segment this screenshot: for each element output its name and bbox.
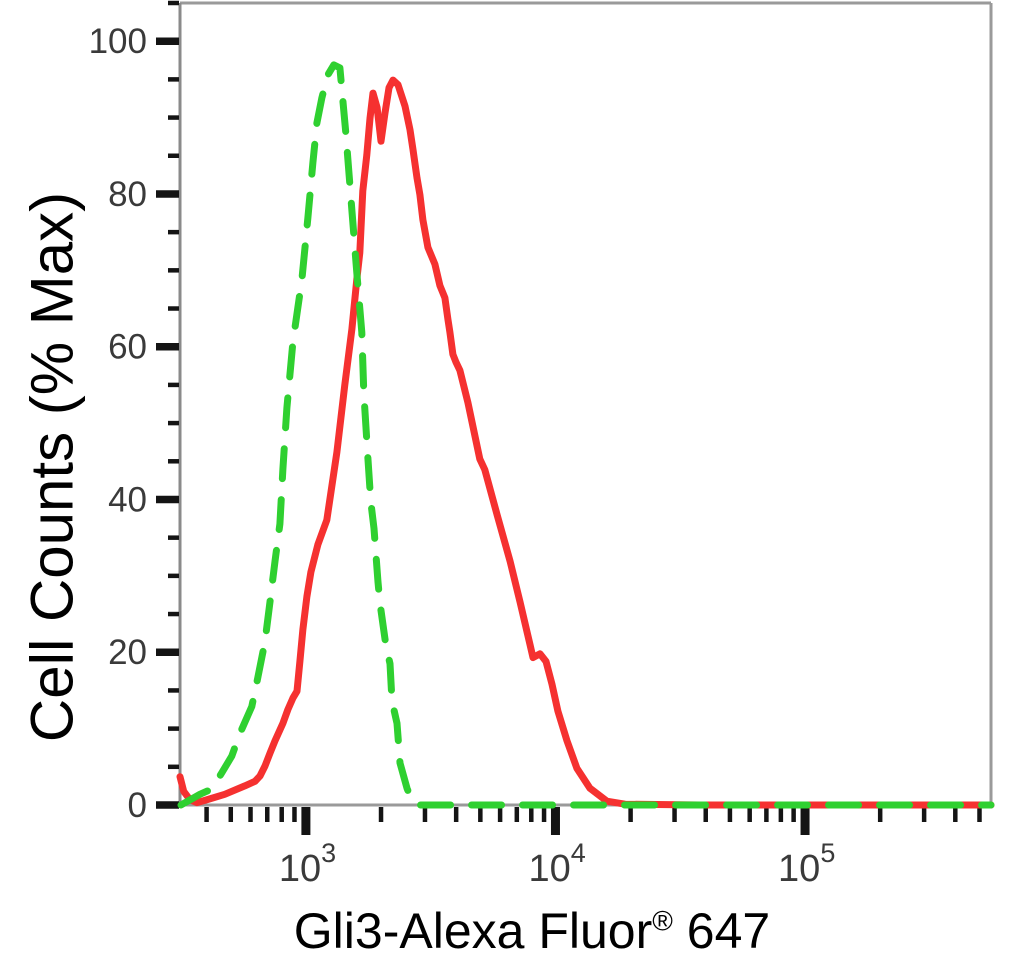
x-tick-label: 104 <box>528 838 585 890</box>
y-axis-tick-labels: 0 20 40 60 80 100 <box>89 22 147 825</box>
y-axis-title: Cell Counts (% Max) <box>18 192 87 742</box>
series-red-solid-curve <box>176 76 995 809</box>
green-dashed-curve <box>177 61 995 809</box>
y-tick-label: 100 <box>89 22 147 61</box>
red-solid-curve <box>176 76 995 809</box>
y-tick-label: 20 <box>108 633 147 672</box>
y-axis-title-text: Cell Counts (% Max) <box>18 191 86 743</box>
registered-trademark-symbol: ® <box>652 905 673 937</box>
y-tick-label: 0 <box>128 786 147 825</box>
y-axis-ticks <box>156 0 179 809</box>
x-axis-title-suffix: 647 <box>672 903 771 959</box>
x-tick-label: 103 <box>279 838 336 890</box>
x-axis-ticks <box>204 807 982 835</box>
x-tick-label: 105 <box>778 838 835 890</box>
y-tick-label: 80 <box>108 175 147 214</box>
x-axis-title: Gli3-Alexa Fluor® 647 <box>294 902 770 960</box>
y-tick-label: 40 <box>108 480 147 519</box>
x-axis-tick-labels: 103 104 105 <box>279 838 835 890</box>
series-green-dashed-curve <box>177 61 995 809</box>
y-tick-label: 60 <box>108 328 147 367</box>
x-axis-title-text: Gli3-Alexa Fluor <box>293 903 653 959</box>
